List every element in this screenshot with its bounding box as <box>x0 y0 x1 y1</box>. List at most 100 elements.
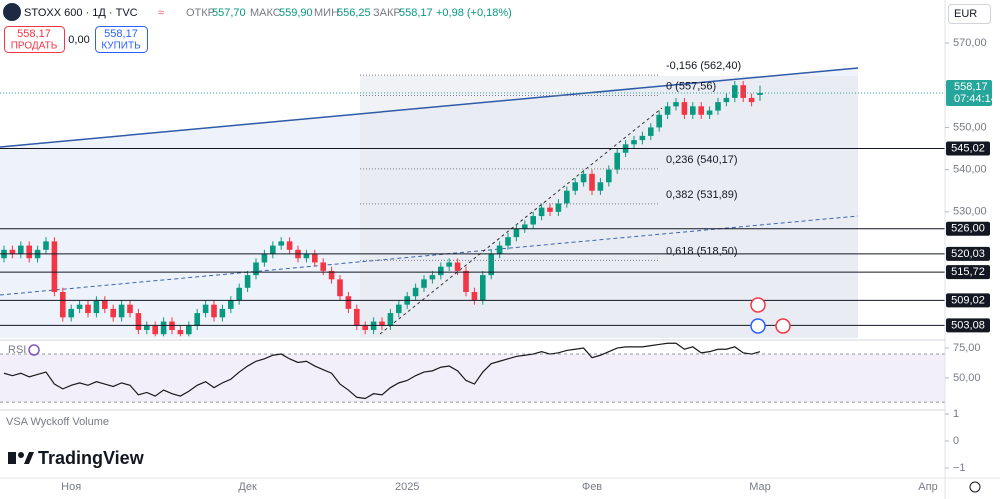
candle-body <box>186 325 192 335</box>
candle-body <box>463 270 469 293</box>
y-tick-label: 0 <box>953 435 959 447</box>
compare-icon[interactable]: ≈ <box>158 7 164 19</box>
candle-body <box>387 313 394 326</box>
candle-body <box>648 127 654 136</box>
candle-body <box>328 270 335 280</box>
logo: TradingView <box>38 448 145 468</box>
y-tick-label: 550,00 <box>953 121 987 133</box>
candle-body <box>320 262 326 271</box>
candle-body <box>396 304 402 314</box>
candle-body <box>219 308 226 318</box>
candle-body <box>261 254 268 263</box>
trend-line <box>0 67 859 148</box>
candle-body <box>177 329 184 335</box>
level-tag <box>946 265 990 280</box>
buy-label: КУПИТЬ <box>101 41 141 52</box>
vsa-title: VSA Wyckoff Volume <box>6 416 109 428</box>
level-tag <box>946 246 990 261</box>
open-value: 557,70 <box>212 7 246 19</box>
candle-body <box>698 106 704 115</box>
candle-body <box>748 97 755 103</box>
candle-body <box>51 241 58 293</box>
level-label: 515,72 <box>951 266 985 278</box>
candle-body <box>9 249 16 255</box>
candle-body <box>278 241 284 246</box>
candle-body <box>740 85 746 98</box>
candle-body <box>488 254 494 276</box>
change: +0,98 (+0,18%) <box>436 7 512 19</box>
candle-body <box>286 241 293 250</box>
y-tick-label: 75,00 <box>953 342 981 354</box>
close-label: ЗАКР <box>373 7 401 19</box>
candle-body <box>337 279 343 297</box>
candle-body <box>194 313 200 326</box>
candle-body <box>152 325 158 335</box>
logo-mark <box>18 452 24 458</box>
spread: 0,00 <box>68 34 89 46</box>
event-icon <box>775 318 791 334</box>
candle-body <box>732 85 738 98</box>
fib-label: 0,618 (518,50) <box>666 245 738 257</box>
candle-body <box>228 300 234 309</box>
sell-label: ПРОДАТЬ <box>11 41 58 52</box>
candle-body <box>135 313 142 330</box>
candle-body <box>589 173 595 191</box>
level-label: 526,00 <box>951 223 985 235</box>
last-price-tag <box>946 79 992 106</box>
symbol[interactable]: STOXX 600 · 1Д · TVC <box>24 7 138 19</box>
candle-body <box>362 325 368 330</box>
high-label: МАКС <box>250 7 281 19</box>
fib-label: -0,156 (562,40) <box>666 60 741 72</box>
candle-body <box>454 262 461 271</box>
currency: EUR <box>954 8 977 20</box>
level-label: 509,02 <box>951 294 985 306</box>
high-value: 559,90 <box>279 7 313 19</box>
candle-body <box>446 262 452 267</box>
last-price-label: 558,17 <box>954 81 988 93</box>
candle-body <box>160 321 167 335</box>
low-value: 556,25 <box>337 7 371 19</box>
candle-body <box>354 308 360 326</box>
candle-body <box>631 140 637 145</box>
level-label: 503,08 <box>951 319 985 331</box>
candle-body <box>715 102 721 111</box>
candle-body <box>690 106 696 115</box>
x-tick-label: Ноя <box>61 481 81 493</box>
buy-button[interactable] <box>95 26 148 53</box>
candle-body <box>85 304 91 314</box>
settings-icon[interactable] <box>969 481 981 493</box>
candle-body <box>555 203 562 212</box>
candle-body <box>379 321 385 326</box>
currency-button[interactable] <box>948 4 991 24</box>
trend-line-dashed <box>0 215 859 296</box>
candle-body <box>564 190 570 204</box>
candle-body <box>547 207 553 212</box>
candle-body <box>580 173 587 183</box>
low-label: МИН <box>314 7 339 19</box>
candle-body <box>127 304 133 314</box>
candle-body <box>530 216 536 225</box>
level-label: 545,02 <box>951 142 985 154</box>
candle-body <box>26 245 32 259</box>
level-tag <box>946 318 990 333</box>
candle-body <box>606 169 612 183</box>
fib-label: 0 (557,56) <box>666 80 716 92</box>
candle-body <box>538 207 545 217</box>
rsi-band <box>0 354 945 403</box>
candle-body <box>303 254 310 259</box>
sell-button[interactable] <box>4 26 65 53</box>
candle-body <box>505 237 511 246</box>
candle-body <box>673 102 679 107</box>
level-label: 520,03 <box>951 248 985 260</box>
fib-box <box>360 76 858 338</box>
candle-body <box>757 92 763 95</box>
candle-body <box>60 292 66 318</box>
candle-body <box>68 308 74 318</box>
candle-body <box>706 110 713 115</box>
candle-body <box>572 182 578 191</box>
candle-body <box>110 308 116 318</box>
y-tick-label: 1 <box>953 408 959 420</box>
candle-body <box>597 182 604 191</box>
fib-label: 0,236 (540,17) <box>666 154 738 166</box>
close-value: 558,17 <box>399 7 433 19</box>
